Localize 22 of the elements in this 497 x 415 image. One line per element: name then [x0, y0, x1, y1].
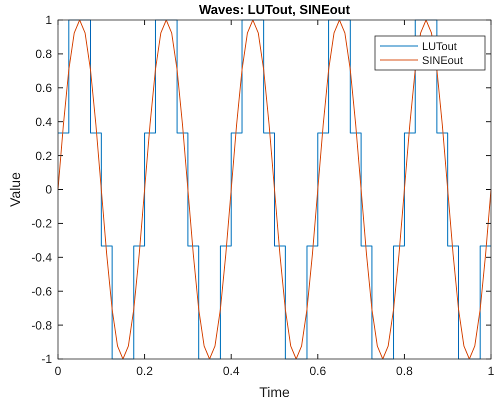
x-tick-label: 0: [54, 364, 62, 378]
legend-label: LUTout: [422, 40, 457, 53]
legend-label: SINEout: [422, 54, 463, 67]
y-axis-title: Value: [7, 172, 23, 207]
y-tick-label: -0.8: [31, 318, 52, 332]
y-tick-label: 0.4: [35, 114, 52, 129]
y-tick-label: 0: [45, 182, 52, 197]
x-axis-title: Time: [259, 384, 290, 400]
y-tick-label: -0.4: [31, 250, 52, 264]
x-tick-label: 0.8: [396, 364, 414, 378]
x-tick-label: 0.6: [309, 364, 326, 378]
y-tick-label: -0.2: [31, 216, 52, 231]
x-tick-label: 1: [488, 364, 495, 378]
y-tick-label: 0.2: [35, 148, 52, 163]
y-tick-label: 1: [45, 13, 52, 28]
y-tick-label: -0.6: [31, 284, 52, 298]
y-tick-label: -1: [41, 352, 52, 366]
y-tick-label: 0.6: [35, 81, 52, 95]
x-tick-label: 0.2: [136, 364, 154, 378]
x-tick-label: 0.4: [222, 364, 240, 378]
y-tick-label: 0.8: [35, 47, 52, 62]
chart-title: Waves: LUTout, SINEout: [199, 2, 351, 17]
